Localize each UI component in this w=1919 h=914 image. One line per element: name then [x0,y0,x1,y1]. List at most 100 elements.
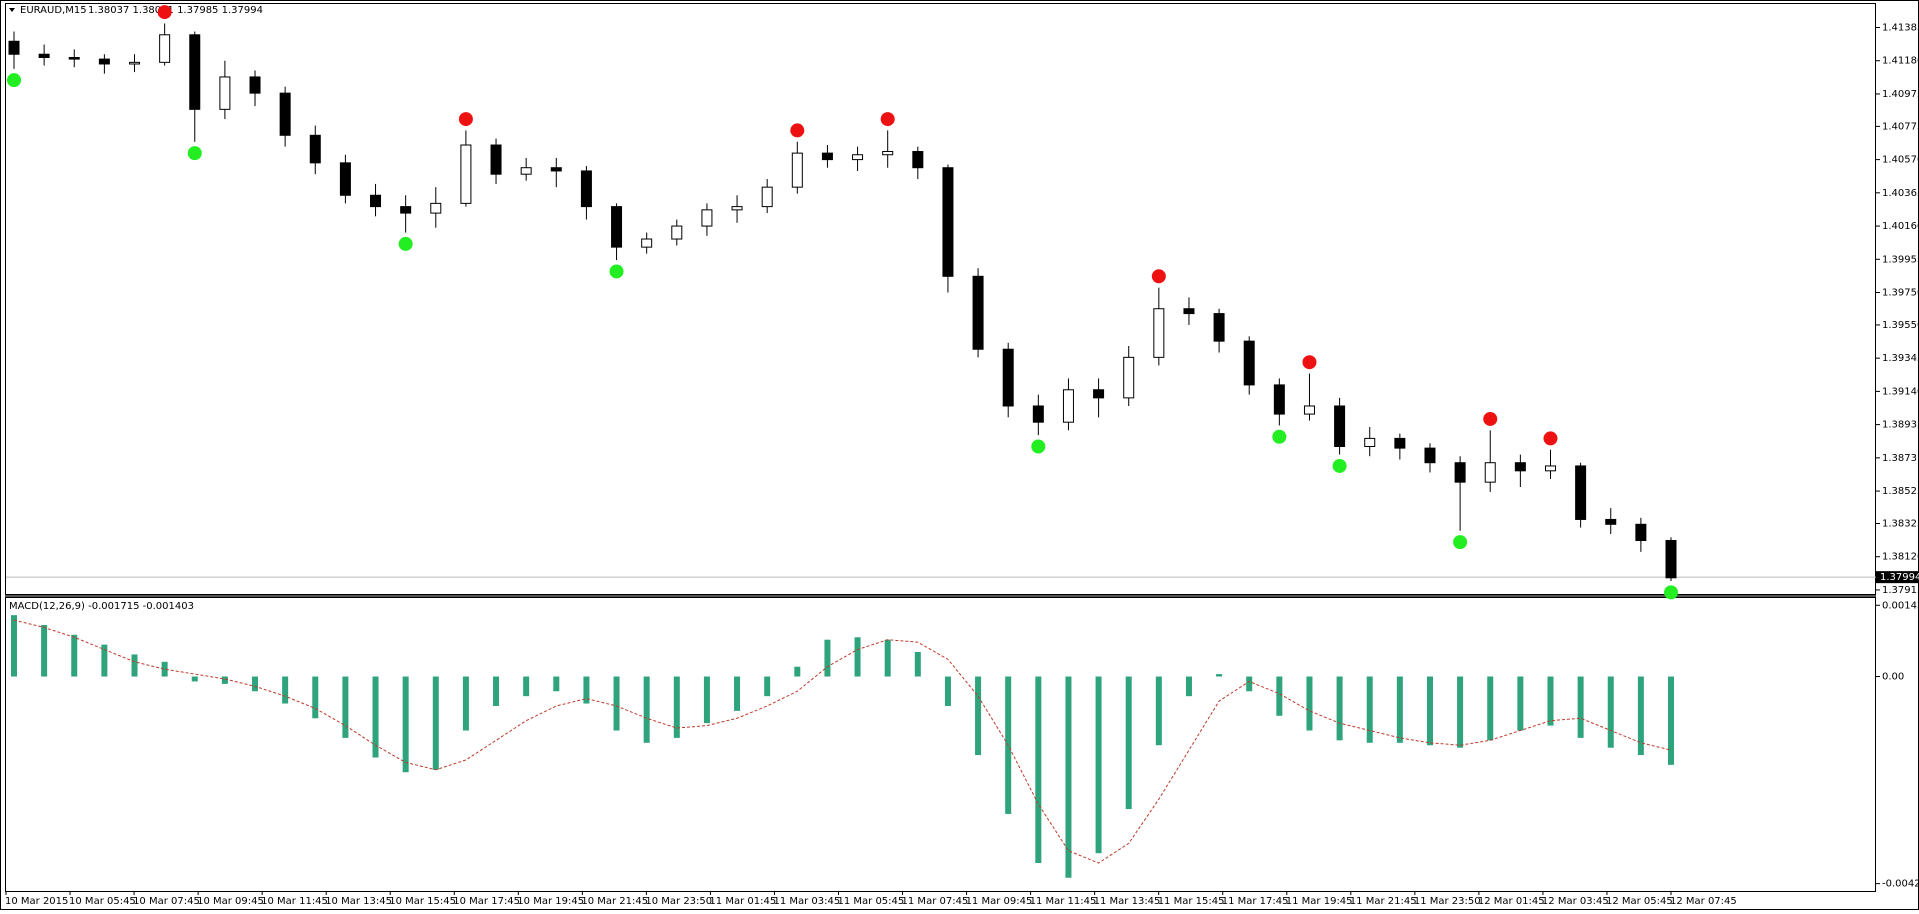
x-tick-label: 11 Mar 05:45 [838,896,905,907]
buy-signal [1453,535,1468,550]
macd-bar [252,676,259,692]
x-tick-label: 12 Mar 01:45 [1478,896,1545,907]
macd-bar [854,637,861,677]
macd-bar [11,615,17,677]
candle-body [1334,405,1346,448]
x-tick-label: 10 Mar 21:45 [581,896,648,907]
menu-arrow[interactable] [9,8,15,12]
x-tick-label: 10 Mar 15:45 [389,896,456,907]
macd-bar [1216,674,1223,677]
y-tick-label: 1.41180 [1882,56,1919,67]
macd-pane [5,597,1876,892]
symbol-title: EURAUD,M15 [20,5,87,16]
macd-bar [794,666,801,677]
candle-body [550,167,562,172]
macd-bar [1547,676,1554,726]
macd-title: MACD(12,26,9) -0.001715 -0.001403 [9,601,194,612]
y-tick-label: 1.40570 [1882,155,1919,166]
macd-bar [643,676,650,743]
x-tick-label: 10 Mar 11:45 [261,896,328,907]
y-tick-label: 1.40775 [1882,121,1919,132]
macd-bar [1035,676,1042,864]
signal-line [13,619,1672,864]
x-tick-label: 11 Mar 03:45 [773,896,840,907]
candle-body [219,76,231,110]
candle-body [942,167,954,277]
candle-body [370,194,382,208]
macd-bar [1637,676,1644,756]
candle-body [1454,462,1466,483]
candle-body [400,206,412,214]
macd-bar [131,654,138,677]
sell-signal [880,112,895,127]
candle-body [1605,518,1617,525]
candle-body [641,238,653,248]
candle-body [1544,465,1556,472]
macd-bar [1517,676,1524,731]
candle-body [972,275,984,350]
candle-body [791,152,803,188]
macd-bar [41,624,48,677]
candle-body [1213,313,1225,342]
candle-body [671,225,683,240]
candle-body [249,76,261,94]
ohlc-text: 1.38037 1.38051 1.37985 1.37994 [88,5,263,16]
candle-body [701,209,713,227]
candle-body [430,202,442,214]
macd-bar [71,634,78,677]
macd-bar [1577,676,1584,738]
candle-body [1424,447,1436,464]
macd-bar [673,676,680,738]
candle-body [611,206,623,248]
macd-bar [462,676,469,731]
buy-signal [609,264,624,279]
candle-body [1062,389,1074,423]
candle-body [1183,308,1195,315]
candle-body [761,186,773,208]
y-tick-label: 1.39345 [1882,353,1919,364]
x-tick-label: 11 Mar 09:45 [966,896,1033,907]
y-tick-label: 0.00 [1882,672,1904,683]
x-tick-label: 11 Mar 19:45 [1286,896,1353,907]
candle-body [1153,308,1165,358]
macd-bar [191,676,198,682]
macd-bar [1426,676,1433,746]
candle-body [159,34,171,63]
x-tick-label: 10 Mar 05:45 [69,896,136,907]
macd-bar [1095,676,1102,854]
price-pane [5,3,1876,595]
x-tick-label: 11 Mar 11:45 [1030,896,1097,907]
buy-signal [7,73,21,88]
candle-body [279,92,291,136]
candle-body [1303,405,1315,415]
sell-signal [1543,431,1558,446]
y-tick-label: 1.37915 [1882,585,1919,596]
y-tick-label: 1.38525 [1882,486,1919,497]
macd-bar [1607,676,1614,748]
candle-body [912,151,924,169]
macd-bar [1396,676,1403,743]
candle-body [580,170,592,208]
macd-bar [944,676,951,706]
x-tick-label: 10 Mar 17:45 [453,896,520,907]
buy-signal [1031,439,1046,454]
macd-bar [523,676,530,697]
macd-bar [764,676,771,697]
candle-body [1514,462,1526,472]
macd-bar [402,676,409,773]
candle-body [1123,356,1135,399]
sell-signal [458,112,473,127]
y-tick-label: 1.38120 [1882,552,1919,563]
y-tick-label: 1.39955 [1882,254,1919,265]
buy-signal [1272,429,1287,444]
candle-body [1032,405,1044,423]
macd-bar [432,676,439,770]
macd-bar [1246,676,1253,692]
y-tick-label: 0.001452 [1882,600,1919,611]
macd-bar [1336,676,1343,741]
macd-bar [493,676,500,706]
candle-body [1665,540,1677,579]
